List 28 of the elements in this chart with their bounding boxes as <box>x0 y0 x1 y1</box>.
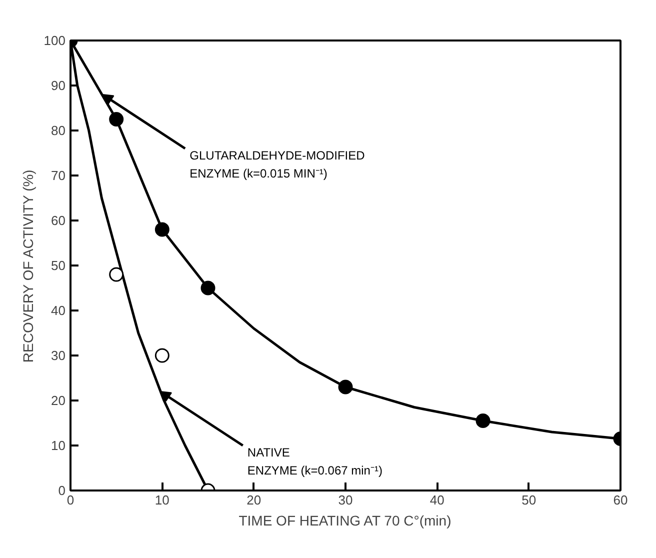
annotation: GLUTARALDEHYDE-MODIFIED ENZYME (k=0.015 MIN⁻¹) <box>190 148 366 181</box>
y-tick-label: 60 <box>51 213 66 228</box>
point <box>154 348 170 363</box>
y-tick-label: 30 <box>51 348 66 363</box>
x-tick-label: 10 <box>154 492 170 508</box>
y-tick-label: 100 <box>44 33 66 48</box>
x-tick-label: 50 <box>522 492 536 508</box>
point <box>200 280 216 296</box>
y-tick-label: 40 <box>51 303 66 318</box>
y-tick-label: 0 <box>58 483 66 498</box>
x-tick-label: 30 <box>338 492 353 508</box>
y-tick-label: 70 <box>51 168 66 183</box>
y-tick-label: 50 <box>51 258 66 273</box>
point <box>338 380 353 394</box>
y-tick-label: 80 <box>51 123 66 138</box>
annotation: NATIVE ENZYME (k=0.067 min⁻¹) <box>247 446 382 478</box>
y-axis-title: RECOVERY OF ACTIVITY (%) <box>20 170 36 363</box>
x-tick-label: 20 <box>246 492 262 508</box>
y-tick-label: 10 <box>51 438 66 453</box>
x-tick-label: 40 <box>430 492 444 508</box>
y-tick-label: 20 <box>51 393 66 408</box>
y-tick-label: 90 <box>51 78 66 93</box>
x-axis-title: TIME OF HEATING AT 70 C°(min) <box>238 512 452 528</box>
point <box>476 414 490 428</box>
x-tick-label: 60 <box>613 492 628 508</box>
point <box>109 112 124 126</box>
point <box>154 222 170 237</box>
point <box>109 267 124 282</box>
